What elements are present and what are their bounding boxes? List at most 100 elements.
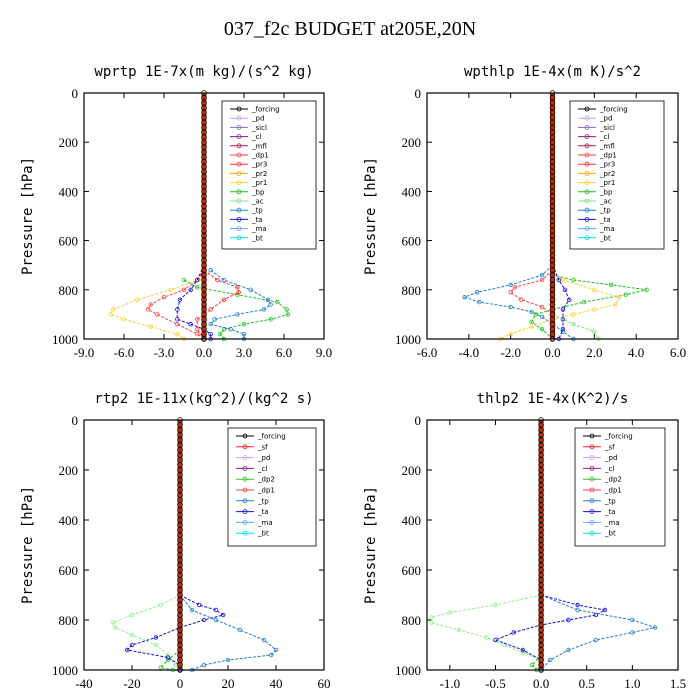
series-point_tp xyxy=(261,637,267,643)
legend-label: _ac xyxy=(599,198,612,206)
legend-label: _mfl xyxy=(251,142,267,150)
series-point_dp1 xyxy=(155,312,160,317)
legend-label: _ta xyxy=(257,508,269,516)
series-point_tp xyxy=(235,312,240,317)
panel-3: rtp2 1E-11x(kg^2)/(kg^2 s) Pressure [hPa]… xyxy=(20,391,331,691)
legend-label: _ma xyxy=(251,225,267,233)
legend-label: _pr3 xyxy=(251,161,267,169)
legend-label: _pr1 xyxy=(599,179,615,187)
series-point_bp xyxy=(285,312,291,317)
panel-1: wprtp 1E-7x(m kg)/(s^2 kg) Pressure [hPa]… xyxy=(20,64,332,360)
legend-marker xyxy=(584,134,590,140)
legend-marker xyxy=(584,226,590,232)
panel-title: wprtp 1E-7x(m kg)/(s^2 kg) xyxy=(94,64,313,80)
x-tick-label: 0.0 xyxy=(533,676,549,691)
series-point_dp1 xyxy=(181,287,187,292)
legend-marker xyxy=(584,189,590,195)
legend-marker xyxy=(242,509,248,515)
legend-marker xyxy=(236,161,242,167)
series-line_ta xyxy=(552,265,570,340)
series-point_dp1 xyxy=(165,652,171,658)
series-point_bp xyxy=(195,285,200,290)
legend-marker xyxy=(242,433,248,439)
legend-box xyxy=(221,100,317,250)
series-point_pr1 xyxy=(529,324,534,329)
legend-marker xyxy=(584,235,590,241)
series-point_tp xyxy=(228,326,233,332)
series-point_pr1 xyxy=(121,317,127,322)
legend-label: _pd xyxy=(251,115,264,123)
series-point_bp xyxy=(533,312,538,317)
series-point_dp1 xyxy=(520,650,526,655)
legend-label: _sicl xyxy=(251,124,267,132)
x-tick-label: 40 xyxy=(270,676,283,691)
y-tick-label: 0 xyxy=(415,413,422,428)
series-point_tp xyxy=(268,302,273,307)
series-point_ta xyxy=(188,287,193,292)
series-point_ta xyxy=(153,635,159,640)
series-point_tp xyxy=(208,322,213,327)
series-point_tp xyxy=(201,662,207,668)
legend-marker xyxy=(236,106,242,112)
legend-label: _cl xyxy=(257,465,267,473)
legend-marker xyxy=(242,455,248,461)
x-tick-label: -4.0 xyxy=(459,345,480,360)
y-tick-label: 0 xyxy=(72,413,79,428)
legend-marker xyxy=(236,143,242,149)
x-tick-label: 1.5 xyxy=(670,676,686,691)
series-point_tp xyxy=(189,607,195,613)
legend-box xyxy=(227,427,317,547)
series-line_pr1 xyxy=(499,269,621,340)
series-point_ta xyxy=(567,297,572,302)
series-point_bp xyxy=(529,319,534,324)
legend-label: _mfl xyxy=(599,142,615,150)
series-point_pr3 xyxy=(195,326,200,332)
series-point_ta xyxy=(124,647,130,653)
series-point_tp xyxy=(237,627,243,633)
series-point_pr1 xyxy=(168,287,173,292)
series-line_ta xyxy=(176,264,212,339)
series-point_ta xyxy=(129,642,135,648)
x-tick-label: 2.0 xyxy=(586,345,602,360)
legend-label: _tp xyxy=(257,497,269,505)
legend-label: _bt xyxy=(251,234,263,242)
plot-frame xyxy=(83,92,325,340)
series-point_dp1 xyxy=(112,625,118,630)
legend-label: _forcing xyxy=(604,433,633,441)
legend-label: _ta xyxy=(251,216,263,224)
y-tick-label: 400 xyxy=(402,184,422,199)
series-point_pr3 xyxy=(215,277,220,283)
series-point_bp xyxy=(608,282,614,288)
x-tick-label: 6.0 xyxy=(276,345,292,360)
legend-label: _ma xyxy=(599,225,615,233)
series-point_ta xyxy=(188,322,193,327)
x-tick-label: -6.0 xyxy=(114,345,135,360)
series-point_tp xyxy=(208,267,213,273)
x-tick-label: -6.0 xyxy=(417,345,438,360)
series-point_bp xyxy=(571,277,576,283)
legend-marker xyxy=(584,198,590,204)
series-point_tp xyxy=(475,290,480,295)
legend-label: _dp1 xyxy=(599,152,617,160)
legend-label: _sicl xyxy=(599,124,615,132)
legend-label: _pd xyxy=(257,454,270,462)
series-point_ta xyxy=(220,612,226,618)
legend-marker xyxy=(589,433,595,439)
plot-frame xyxy=(83,419,325,671)
panel-2: wpthlp 1E-4x(m K)/s^2 Pressure [hPa] -6.0 -… xyxy=(363,64,686,360)
series-point_ta xyxy=(562,287,568,292)
series-point_dp1 xyxy=(153,642,159,648)
x-tick-label: -0.5 xyxy=(485,676,506,691)
legend-label: _ma xyxy=(604,519,620,527)
x-tick-label: -3.0 xyxy=(154,345,175,360)
legend-marker xyxy=(584,207,590,213)
legend-marker xyxy=(242,465,248,471)
series-point_ta xyxy=(208,331,213,337)
legend-marker xyxy=(584,216,590,222)
y-tick-label: 0 xyxy=(72,86,79,101)
series-point_pr1 xyxy=(592,307,597,312)
x-tick-label: 9.0 xyxy=(316,345,332,360)
legend-marker xyxy=(242,498,248,504)
series-line_pr1 xyxy=(109,269,205,340)
